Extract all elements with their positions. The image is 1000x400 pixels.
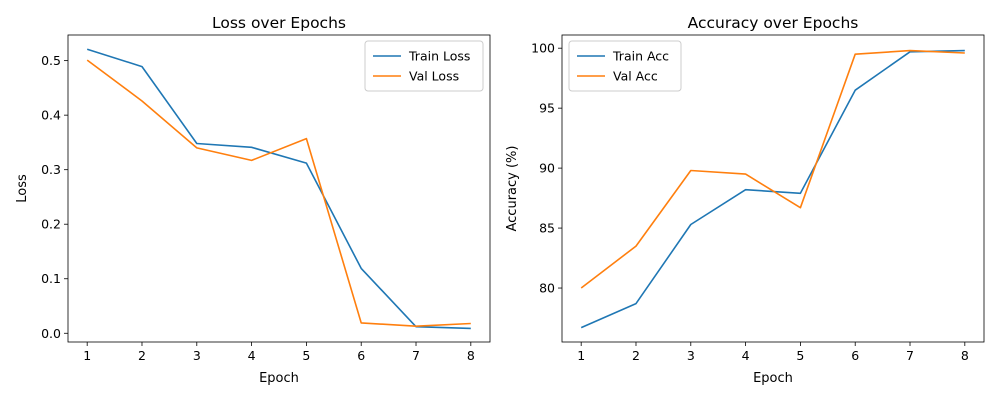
legend-entry: Val Loss [409, 69, 459, 84]
series-line-1 [580, 49, 965, 329]
series-line-1 [86, 48, 471, 330]
y-tick-label: 0.4 [41, 108, 61, 123]
x-tick-label: 3 [193, 348, 201, 363]
legend-box [364, 40, 484, 92]
x-tick-label: 2 [138, 348, 146, 363]
y-tick-label: 0.2 [41, 217, 61, 232]
x-tick-label: 6 [851, 348, 859, 363]
y-axis-label: Accuracy (%) [505, 146, 520, 232]
series-line-2 [86, 59, 471, 328]
y-axis-label: Loss [15, 174, 30, 203]
x-axis-label: Epoch [753, 371, 793, 386]
y-tick-label: 80 [539, 281, 555, 296]
chart-panel-2: Accuracy over Epochs 1 2 3 4 5 6 7 8 80 85 90 95 100 E… [505, 14, 985, 386]
x-axis-label: Epoch [259, 371, 299, 386]
y-tick-label: 90 [539, 161, 555, 176]
chart-title: Accuracy over Epochs [688, 14, 859, 32]
y-tick-label: 0.5 [41, 53, 61, 68]
x-tick-label: 8 [467, 348, 475, 363]
y-tick-label: 0.3 [41, 162, 61, 177]
x-tick-label: 4 [248, 348, 256, 363]
series-line-2 [580, 49, 965, 289]
chart-title: Loss over Epochs [212, 14, 346, 32]
legend-entry: Val Acc [613, 69, 658, 84]
x-tick-label: 1 [83, 348, 91, 363]
legend: Train Loss Val Loss [364, 40, 484, 92]
legend: Train Acc Val Acc [568, 40, 682, 92]
plot-frame [67, 34, 491, 343]
x-tick-label: 2 [632, 348, 640, 363]
x-tick-label: 1 [577, 348, 585, 363]
x-tick-label: 8 [961, 348, 969, 363]
plot-frame [561, 34, 985, 343]
x-tick-label: 7 [412, 348, 420, 363]
y-tick-label: 95 [539, 101, 555, 116]
x-tick-label: 5 [796, 348, 804, 363]
legend-entry: Train Acc [612, 49, 669, 64]
x-tick-label: 5 [302, 348, 310, 363]
legend-entry: Train Loss [408, 49, 470, 64]
x-tick-label: 7 [906, 348, 914, 363]
legend-box [568, 40, 682, 92]
y-tick-label: 100 [531, 41, 555, 56]
x-tick-label: 3 [687, 348, 695, 363]
y-tick-label: 85 [539, 221, 555, 236]
x-tick-label: 4 [742, 348, 750, 363]
x-tick-label: 6 [357, 348, 365, 363]
chart-panel-1: Loss over Epochs 1 2 3 4 5 6 7 8 0.0 0.1 0.2 0.3 0.4 0… [15, 14, 491, 386]
y-tick-label: 0.1 [41, 271, 61, 286]
y-tick-label: 0.0 [41, 326, 61, 341]
